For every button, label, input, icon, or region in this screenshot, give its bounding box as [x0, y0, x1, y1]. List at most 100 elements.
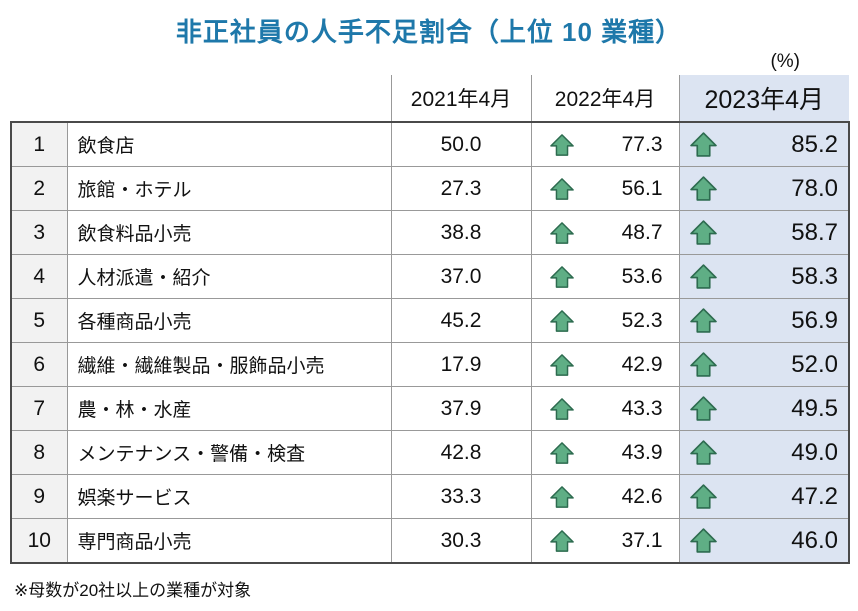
rank-cell: 8 [10, 430, 68, 475]
rank-cell: 7 [10, 386, 68, 431]
value-2022-number: 43.3 [621, 396, 663, 420]
value-2023-number: 47.2 [791, 482, 838, 510]
value-2021-cell: 27.3 [390, 166, 532, 211]
table-row: 3 飲食料品小売 38.8 48.7 58.7 [10, 210, 850, 255]
up-arrow-icon [549, 485, 574, 509]
rank-cell: 6 [10, 342, 68, 387]
value-2022-cell: 77.3 [530, 121, 680, 167]
up-arrow-icon [689, 263, 717, 290]
industry-cell: 各種商品小売 [66, 298, 392, 343]
value-2023-number: 78.0 [791, 174, 838, 202]
up-arrow-icon [689, 131, 717, 158]
value-2022-number: 37.1 [621, 528, 663, 552]
industry-cell: 繊維・繊維製品・服飾品小売 [66, 342, 392, 387]
up-arrow-icon [549, 309, 574, 333]
shortage-table: 2021年4月 2022年4月 2023年4月 1 飲食店 50.0 77.3 85.2… [10, 75, 850, 564]
value-2022-cell: 48.7 [530, 210, 680, 255]
up-arrow-icon [689, 439, 717, 466]
rank-cell: 9 [10, 474, 68, 519]
value-2022-number: 42.6 [621, 484, 663, 508]
value-2023-number: 58.3 [791, 262, 838, 290]
table-row: 10 専門商品小売 30.3 37.1 46.0 [10, 518, 850, 564]
up-arrow-icon [689, 175, 717, 202]
value-2023-number: 49.0 [791, 438, 838, 466]
value-2023-cell: 78.0 [678, 166, 850, 211]
header-row: 2021年4月 2022年4月 2023年4月 [11, 75, 849, 123]
value-2023-number: 56.9 [791, 306, 838, 334]
up-arrow-icon [549, 353, 574, 377]
industry-cell: 専門商品小売 [66, 518, 392, 564]
value-2022-cell: 43.3 [530, 386, 680, 431]
header-blank-industry [67, 75, 391, 123]
value-2022-cell: 37.1 [530, 518, 680, 564]
value-2023-number: 58.7 [791, 218, 838, 246]
value-2022-cell: 42.6 [530, 474, 680, 519]
value-2021-cell: 42.8 [390, 430, 532, 475]
up-arrow-icon [549, 221, 574, 245]
value-2022-number: 42.9 [621, 352, 663, 376]
rank-cell: 4 [10, 254, 68, 299]
value-2022-cell: 43.9 [530, 430, 680, 475]
table-row: 9 娯楽サービス 33.3 42.6 47.2 [10, 474, 850, 519]
table-row: 1 飲食店 50.0 77.3 85.2 [10, 121, 850, 167]
rank-cell: 5 [10, 298, 68, 343]
value-2023-cell: 49.5 [678, 386, 850, 431]
up-arrow-icon [689, 395, 717, 422]
industry-cell: 娯楽サービス [66, 474, 392, 519]
value-2021-cell: 45.2 [390, 298, 532, 343]
unit-label: (%) [770, 51, 800, 72]
table-row: 4 人材派遣・紹介 37.0 53.6 58.3 [10, 254, 850, 299]
table-row: 8 メンテナンス・警備・検査 42.8 43.9 49.0 [10, 430, 850, 475]
value-2021-cell: 37.0 [390, 254, 532, 299]
rank-cell: 1 [10, 121, 68, 167]
value-2023-number: 46.0 [791, 526, 838, 554]
table-row: 2 旅館・ホテル 27.3 56.1 78.0 [10, 166, 850, 211]
industry-cell: 農・林・水産 [66, 386, 392, 431]
value-2022-cell: 56.1 [530, 166, 680, 211]
up-arrow-icon [549, 133, 574, 157]
value-2023-cell: 85.2 [678, 121, 850, 167]
value-2022-number: 56.1 [621, 176, 663, 200]
col-header-2023: 2023年4月 [678, 75, 849, 123]
value-2022-cell: 42.9 [530, 342, 680, 387]
value-2021-cell: 38.8 [390, 210, 532, 255]
up-arrow-icon [549, 441, 574, 465]
value-2022-cell: 53.6 [530, 254, 680, 299]
value-2021-cell: 50.0 [390, 121, 532, 167]
header-blank-rank [11, 75, 67, 123]
value-2023-cell: 49.0 [678, 430, 850, 475]
table-row: 7 農・林・水産 37.9 43.3 49.5 [10, 386, 850, 431]
value-2023-cell: 46.0 [678, 518, 850, 564]
table-body: 1 飲食店 50.0 77.3 85.2 2 旅館・ホテル 27.3 56.1 78.0 3 飲食料品… [10, 121, 850, 564]
footnote: ※母数が20社以上の業種が対象 [14, 581, 252, 600]
up-arrow-icon [689, 527, 717, 554]
table-row: 6 繊維・繊維製品・服飾品小売 17.9 42.9 52.0 [10, 342, 850, 387]
up-arrow-icon [549, 529, 574, 553]
table-header: 2021年4月 2022年4月 2023年4月 [11, 75, 849, 123]
value-2022-number: 43.9 [621, 440, 663, 464]
value-2022-number: 77.3 [621, 132, 663, 156]
industry-cell: 旅館・ホテル [66, 166, 392, 211]
value-2022-cell: 52.3 [530, 298, 680, 343]
up-arrow-icon [689, 483, 717, 510]
value-2021-cell: 30.3 [390, 518, 532, 564]
up-arrow-icon [689, 219, 717, 246]
up-arrow-icon [689, 307, 717, 334]
value-2021-cell: 37.9 [390, 386, 532, 431]
value-2023-number: 49.5 [791, 394, 838, 422]
value-2023-cell: 56.9 [678, 298, 850, 343]
value-2022-number: 53.6 [621, 264, 663, 288]
value-2021-cell: 17.9 [390, 342, 532, 387]
value-2021-cell: 33.3 [390, 474, 532, 519]
up-arrow-icon [549, 397, 574, 421]
col-header-2021: 2021年4月 [390, 75, 531, 123]
up-arrow-icon [549, 177, 574, 201]
value-2023-number: 52.0 [791, 350, 838, 378]
value-2022-number: 48.7 [621, 220, 663, 244]
page-title: 非正社員の人手不足割合（上位 10 業種） [175, 17, 683, 47]
table-row: 5 各種商品小売 45.2 52.3 56.9 [10, 298, 850, 343]
up-arrow-icon [689, 351, 717, 378]
industry-cell: 飲食料品小売 [66, 210, 392, 255]
value-2022-number: 52.3 [621, 308, 663, 332]
